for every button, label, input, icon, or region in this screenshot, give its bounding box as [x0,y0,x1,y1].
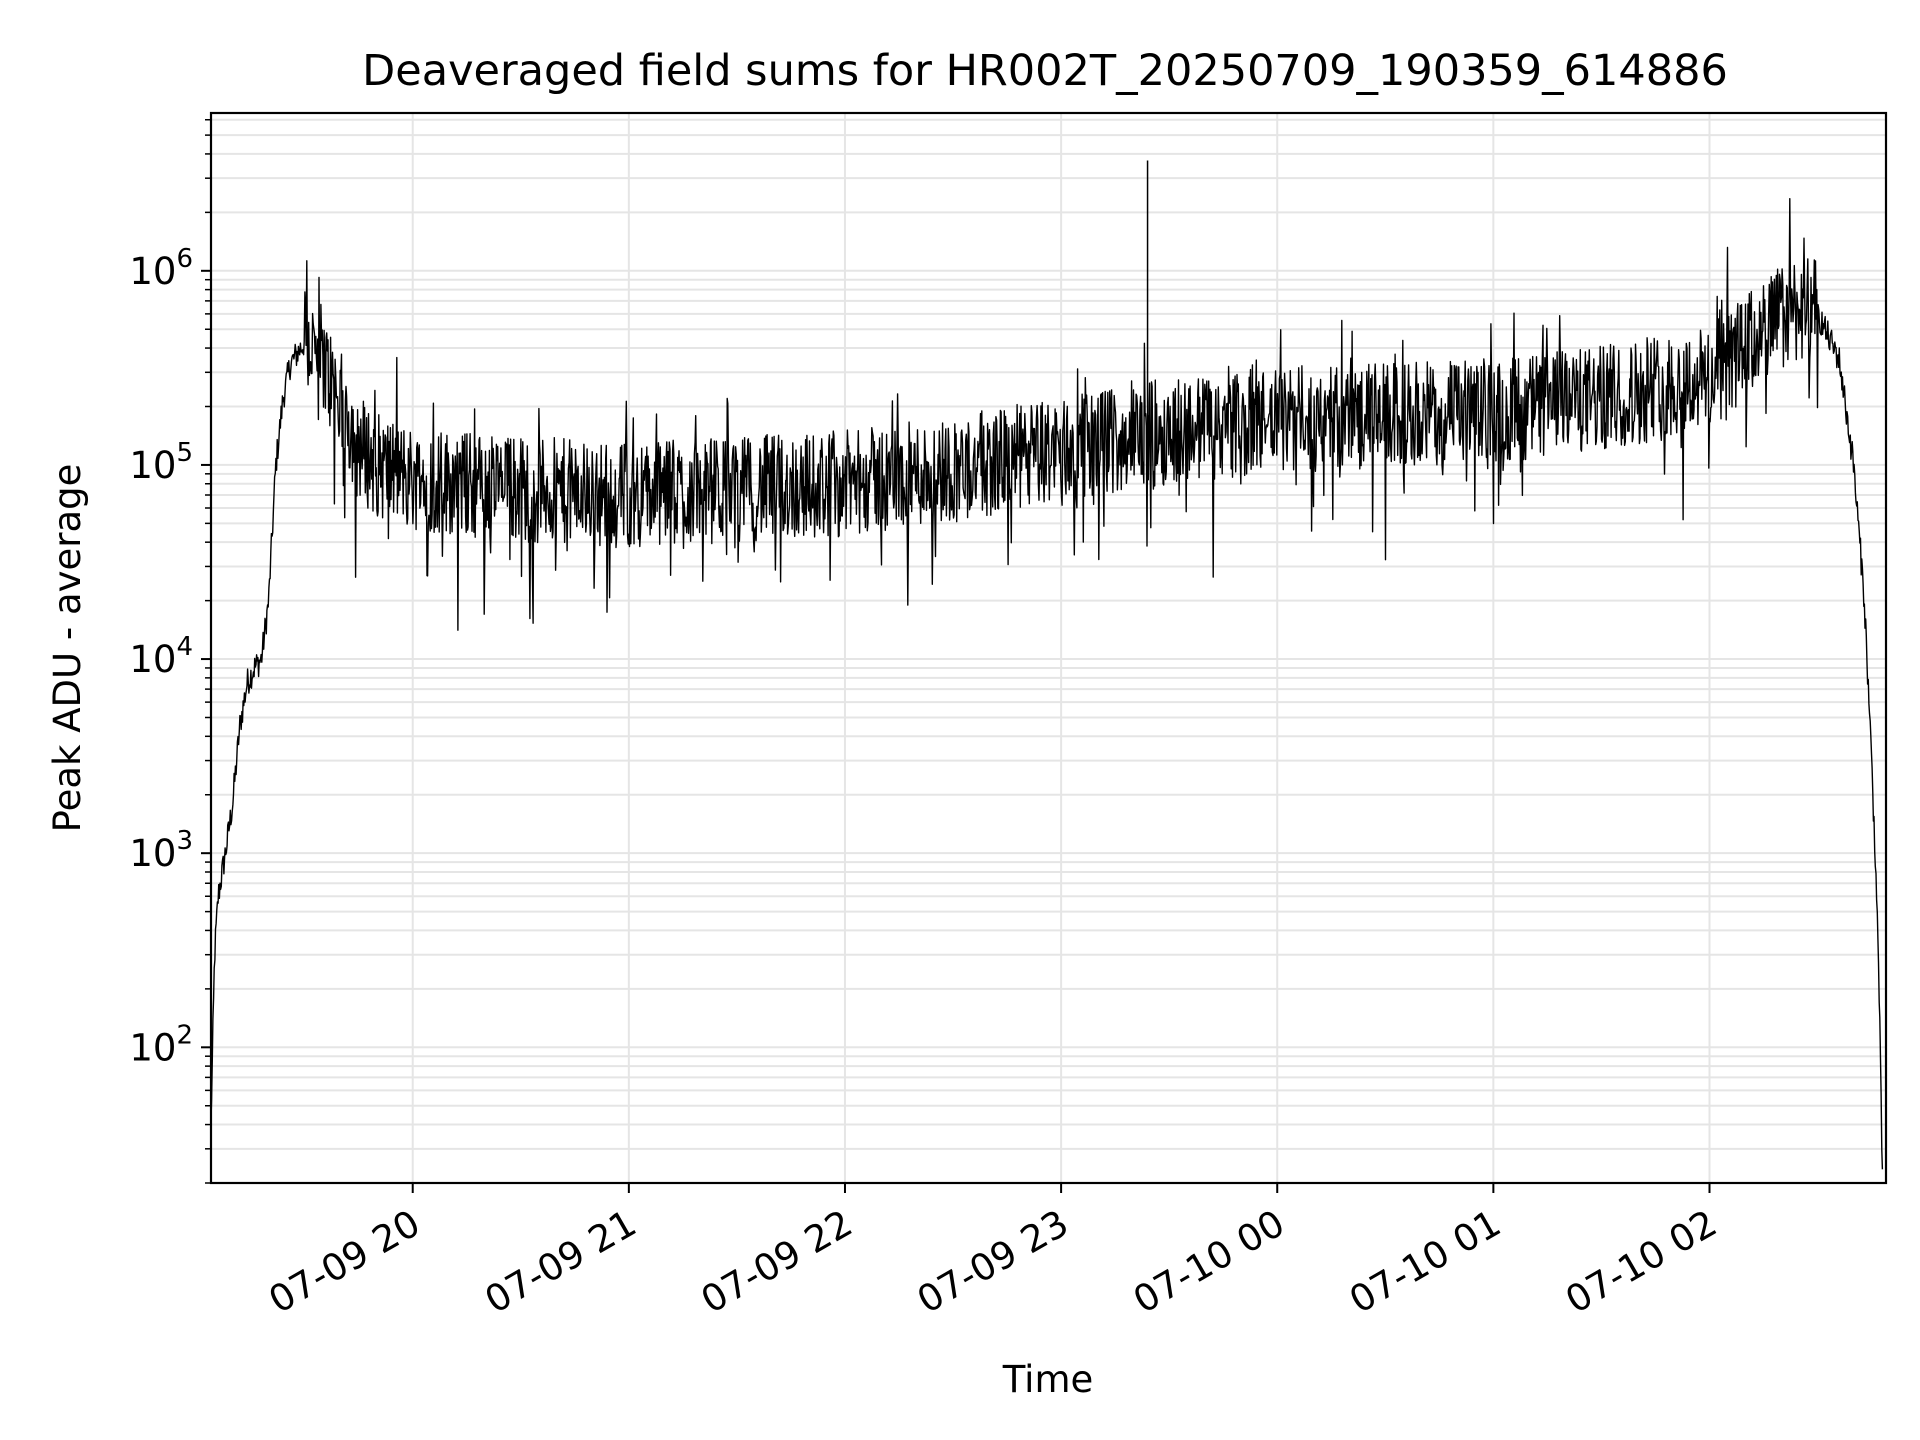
y-tick-label: 103 [129,826,193,875]
y-axis-label: Peak ADU - average [46,464,89,833]
y-tick-label: 106 [129,244,193,293]
y-tick-label: 105 [129,438,193,487]
x-axis-label: Time [1002,1358,1094,1401]
plot-frame [209,111,1888,1185]
grid [211,113,1886,1184]
y-tick-label: 102 [129,1020,193,1069]
y-tick-label: 104 [129,632,193,681]
y-axis: 102 103 104 105 106 [129,118,211,1184]
chart-title: Deaveraged field sums for HR002T_2025070… [362,46,1728,96]
series-layer [210,160,1884,1170]
series-line [210,197,1884,1170]
